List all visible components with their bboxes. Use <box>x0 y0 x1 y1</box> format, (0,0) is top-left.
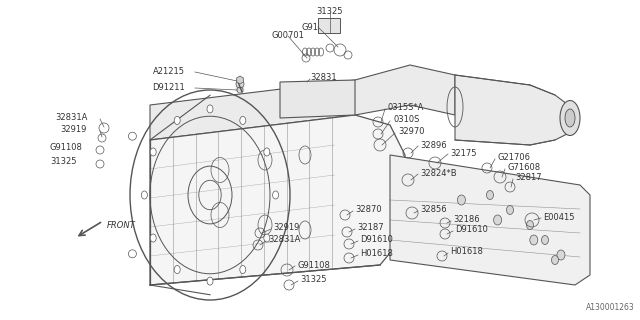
Text: 32970: 32970 <box>398 127 424 137</box>
Text: 32896: 32896 <box>420 140 447 149</box>
Text: 32856: 32856 <box>420 205 447 214</box>
Ellipse shape <box>207 277 213 285</box>
Text: 32831A: 32831A <box>268 236 300 244</box>
Text: 32824*B: 32824*B <box>420 169 456 178</box>
Ellipse shape <box>150 234 156 242</box>
Text: 0315S*A: 0315S*A <box>388 103 424 113</box>
Text: D91610: D91610 <box>455 226 488 235</box>
Ellipse shape <box>240 116 246 124</box>
Ellipse shape <box>174 116 180 124</box>
Text: G91108: G91108 <box>297 260 330 269</box>
Text: H01618: H01618 <box>360 250 393 259</box>
Ellipse shape <box>150 148 156 156</box>
Text: 31325: 31325 <box>50 157 77 166</box>
Text: 32186: 32186 <box>453 215 479 225</box>
Text: E00415: E00415 <box>543 212 575 221</box>
Ellipse shape <box>565 109 575 127</box>
Text: 32919: 32919 <box>60 125 86 134</box>
Ellipse shape <box>506 205 513 214</box>
Text: 32831: 32831 <box>310 74 337 83</box>
Text: 0310S: 0310S <box>393 116 419 124</box>
Text: 32831A: 32831A <box>55 114 88 123</box>
Text: 31325: 31325 <box>317 7 343 17</box>
Text: H01618: H01618 <box>450 247 483 257</box>
Text: A130001263: A130001263 <box>586 303 635 312</box>
Polygon shape <box>455 75 575 145</box>
Polygon shape <box>390 155 590 285</box>
Text: 32175: 32175 <box>450 148 477 157</box>
Ellipse shape <box>141 191 147 199</box>
Text: FRONT: FRONT <box>107 220 136 229</box>
FancyBboxPatch shape <box>318 18 340 33</box>
Ellipse shape <box>240 266 246 274</box>
Text: 32919: 32919 <box>273 223 300 233</box>
Text: 32817: 32817 <box>515 173 541 182</box>
Polygon shape <box>280 80 355 118</box>
Circle shape <box>129 250 136 258</box>
Ellipse shape <box>207 105 213 113</box>
Text: G91108: G91108 <box>50 143 83 153</box>
Ellipse shape <box>264 234 270 242</box>
Circle shape <box>129 132 136 140</box>
Text: A21215: A21215 <box>153 68 185 76</box>
Ellipse shape <box>493 215 502 225</box>
Text: D91610: D91610 <box>360 236 393 244</box>
Ellipse shape <box>541 236 548 244</box>
Text: G71608: G71608 <box>507 164 540 172</box>
Text: 31325: 31325 <box>300 276 326 284</box>
Ellipse shape <box>530 235 538 245</box>
Polygon shape <box>150 65 455 140</box>
Ellipse shape <box>458 195 465 205</box>
Ellipse shape <box>560 100 580 135</box>
Ellipse shape <box>273 191 278 199</box>
Ellipse shape <box>552 255 559 265</box>
Ellipse shape <box>174 266 180 274</box>
Text: 32870: 32870 <box>355 205 381 214</box>
Ellipse shape <box>264 148 270 156</box>
Text: 32187: 32187 <box>357 223 383 233</box>
Text: D91211: D91211 <box>152 84 185 92</box>
Text: G21706: G21706 <box>497 154 530 163</box>
Text: G00701: G00701 <box>271 31 305 41</box>
Polygon shape <box>150 115 405 285</box>
Text: G91108: G91108 <box>301 22 335 31</box>
Ellipse shape <box>527 220 534 229</box>
Ellipse shape <box>557 250 565 260</box>
Ellipse shape <box>486 190 493 199</box>
